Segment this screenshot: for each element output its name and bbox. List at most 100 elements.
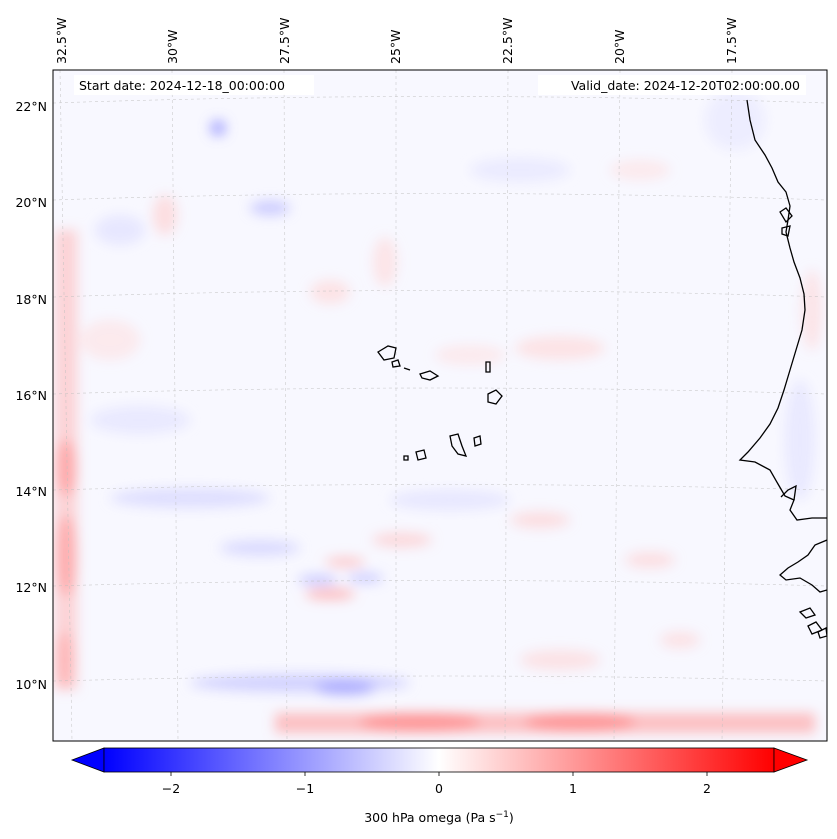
island-sal bbox=[485, 361, 491, 373]
lat-label: 12°N bbox=[15, 580, 47, 595]
lon-label: 32.5°W bbox=[54, 18, 69, 64]
island-santa-luzia bbox=[403, 367, 411, 371]
lon-label: 20°W bbox=[612, 29, 627, 64]
blue-patch-14n bbox=[110, 488, 270, 508]
blue-patch-coast bbox=[785, 380, 815, 500]
colorbar-tick-label: 0 bbox=[435, 781, 443, 796]
omega-field bbox=[55, 90, 822, 733]
island-boa-vista bbox=[487, 389, 503, 405]
lat-label: 10°N bbox=[15, 677, 47, 692]
valid-date-label: Valid_date: 2024-12-20T02:00:00.00 bbox=[571, 78, 800, 93]
map-background bbox=[53, 70, 827, 741]
island-sao-nicolau bbox=[419, 370, 440, 381]
wave-blue-1 bbox=[298, 575, 338, 585]
island-santo-antao bbox=[377, 345, 397, 361]
gridline-lon-32-5w bbox=[59, 70, 73, 741]
western-strip-peak-10n bbox=[55, 632, 73, 688]
lon-label: 22.5°W bbox=[500, 18, 515, 64]
blue-patch-east bbox=[705, 90, 765, 150]
wave-red-7 bbox=[660, 632, 700, 648]
blue-patch-west-15n bbox=[90, 406, 190, 434]
map-panel: Start date: 2024-12-18_00:00:00 Valid_da… bbox=[52, 69, 828, 742]
guinea-bissau-coast bbox=[778, 539, 827, 593]
island-sao-vicente bbox=[391, 359, 401, 368]
gridline-lon-17-5w bbox=[721, 70, 733, 741]
southern-strip-peak-b bbox=[525, 713, 635, 731]
gridline-lat-12n bbox=[53, 580, 827, 587]
longitude-labels: 32.5°W 30°W 27.5°W 25°W 22.5°W 20°W 17.5… bbox=[54, 18, 739, 64]
bijagos-islands bbox=[798, 607, 827, 639]
red-patch-north-east bbox=[610, 160, 670, 180]
coast-inlet-b bbox=[781, 225, 791, 237]
lat-label: 14°N bbox=[15, 484, 47, 499]
lon-label: 25°W bbox=[388, 29, 403, 64]
valid-label-background bbox=[538, 75, 806, 95]
red-patch-coast bbox=[802, 270, 822, 350]
start-date-label: Start date: 2024-12-18_00:00:00 bbox=[79, 78, 285, 93]
gridline-lat-16n bbox=[53, 387, 827, 395]
lon-label: 27.5°W bbox=[277, 18, 292, 64]
colorbar: −2 −1 0 1 2 300 hPa omega (Pa s−1) bbox=[70, 747, 809, 825]
wave-red-2 bbox=[325, 557, 365, 567]
coast-inlet-a bbox=[779, 207, 793, 224]
lon-label: 17.5°W bbox=[724, 18, 739, 64]
colorbar-tick-label: 2 bbox=[703, 781, 711, 796]
wave-red-5 bbox=[625, 552, 675, 568]
red-patch-16n-b bbox=[435, 345, 505, 365]
colorbar-body bbox=[103, 747, 775, 773]
island-brava bbox=[403, 455, 409, 461]
colorbar-extend-min bbox=[70, 747, 105, 773]
wave-red-4 bbox=[510, 512, 570, 528]
gridline-lon-22-5w bbox=[504, 70, 509, 741]
wave-red-3 bbox=[372, 533, 432, 547]
start-label-background bbox=[74, 75, 314, 95]
lat-label: 18°N bbox=[15, 292, 47, 307]
wave-blue-2 bbox=[347, 573, 383, 583]
southern-strip-peak-a bbox=[360, 713, 480, 731]
cape-verde-peninsula bbox=[780, 484, 797, 501]
colorbar-tick-label: 1 bbox=[569, 781, 577, 796]
colorbar-tick-label: −2 bbox=[162, 781, 180, 796]
western-strip-peak-14n bbox=[56, 440, 76, 496]
colorbar-extend-max bbox=[773, 747, 809, 773]
blue-patch-13n bbox=[390, 490, 510, 510]
map-frame bbox=[52, 69, 828, 742]
colorbar-tick-label: −1 bbox=[296, 781, 314, 796]
lat-label: 22°N bbox=[15, 99, 47, 114]
red-patch-21n bbox=[153, 195, 177, 235]
red-patch-17n bbox=[310, 280, 350, 304]
gridline-lat-14n bbox=[53, 484, 827, 491]
coastlines bbox=[738, 99, 827, 639]
lat-label: 16°N bbox=[15, 388, 47, 403]
colorbar-title: 300 hPa omega (Pa s−1) bbox=[364, 810, 514, 825]
blue-patch-21n bbox=[210, 120, 226, 136]
island-santiago bbox=[449, 433, 468, 457]
gridline-lat-10n bbox=[53, 675, 827, 682]
wave-red-1 bbox=[305, 588, 355, 600]
red-patch-16n bbox=[515, 336, 605, 360]
gridline-lat-22n bbox=[53, 96, 827, 104]
western-strip-peak-12n bbox=[56, 516, 76, 596]
blue-patch-19n bbox=[250, 201, 290, 215]
cape-verde-islands bbox=[377, 345, 503, 461]
gridline-lon-20w bbox=[613, 70, 621, 741]
gridline-lon-30w bbox=[171, 70, 179, 741]
wave-red-6 bbox=[520, 650, 600, 670]
island-fogo bbox=[415, 449, 427, 461]
blue-patch-north bbox=[470, 158, 570, 182]
lat-label: 20°N bbox=[15, 195, 47, 210]
red-patch-west-17n bbox=[80, 320, 140, 360]
subsidence-band-core bbox=[315, 681, 375, 695]
africa-coastline bbox=[738, 99, 827, 521]
wave-blue-3 bbox=[220, 540, 300, 556]
red-patch-17n-b bbox=[373, 237, 397, 287]
colorbar-ticks bbox=[170, 772, 708, 776]
latitude-labels: 22°N 20°N 18°N 16°N 14°N 12°N 10°N bbox=[15, 99, 47, 692]
gridline-lat-20n bbox=[53, 193, 827, 201]
gridline-lat-18n bbox=[53, 290, 827, 298]
island-maio bbox=[473, 435, 482, 447]
blue-patch-northwest bbox=[95, 215, 145, 245]
lon-label: 30°W bbox=[165, 29, 180, 64]
gridlines bbox=[53, 70, 827, 741]
